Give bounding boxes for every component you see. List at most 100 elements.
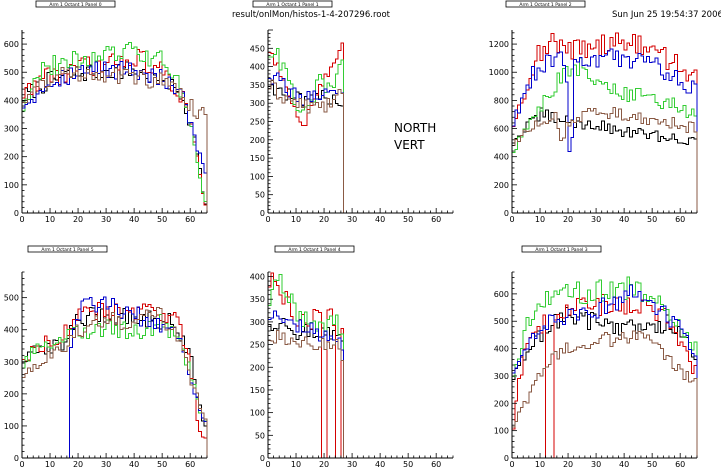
x-tick-label: 30: [101, 460, 111, 469]
y-tick-label: 600: [4, 40, 19, 49]
x-tick-label: 60: [185, 460, 195, 469]
y-tick-label: 300: [4, 125, 19, 134]
x-tick-label: 0: [265, 215, 270, 224]
series-line-blue: [511, 284, 698, 458]
histogram-panel: Arm 1 Octant 1 Panel 20 10 20 30 40 50 6002004…: [489, 0, 698, 224]
y-tick-label: 150: [250, 386, 265, 395]
series-line-red: [511, 32, 698, 213]
y-tick-label: 300: [494, 372, 509, 381]
y-tick-label: 250: [250, 118, 265, 127]
x-tick-label: 20: [563, 215, 573, 224]
x-tick-label: 10: [535, 460, 545, 469]
y-tick-label: 600: [494, 125, 509, 134]
panel-title-box: [521, 245, 602, 253]
x-tick-label: 60: [675, 215, 685, 224]
x-tick-label: 40: [619, 215, 629, 224]
y-tick-label: 1200: [489, 40, 509, 49]
x-tick-label: 50: [403, 215, 413, 224]
y-tick-label: 100: [494, 427, 509, 436]
x-tick-label: 60: [185, 215, 195, 224]
file-path-label: result/onlMon/histos-1-4-207296.root: [232, 10, 390, 20]
x-tick-label: 50: [647, 215, 657, 224]
y-tick-label: 150: [250, 154, 265, 163]
y-tick-label: 500: [494, 317, 509, 326]
y-tick-label: 800: [494, 96, 509, 105]
x-tick-label: 50: [157, 460, 167, 469]
x-tick-label: 0: [19, 460, 24, 469]
panel-title-box: [505, 0, 586, 8]
x-tick-label: 20: [73, 460, 83, 469]
y-tick-label: 100: [4, 422, 19, 431]
x-tick-label: 60: [431, 215, 441, 224]
x-tick-label: 10: [45, 460, 55, 469]
y-tick-label: 400: [250, 273, 265, 282]
y-tick-label: 1000: [489, 68, 509, 77]
series-line-brown: [21, 307, 208, 458]
x-tick-label: 20: [319, 215, 329, 224]
north-label: NORTH: [394, 121, 437, 135]
y-tick-label: 0: [260, 209, 265, 218]
series-line-brown: [21, 65, 208, 213]
panel-title-box: [35, 0, 116, 8]
x-tick-label: 40: [375, 460, 385, 469]
histogram-panel: Arm 1 Octant 1 Panel 30 10 20 30 40 50 6001002…: [494, 245, 698, 469]
y-tick-label: 100: [250, 172, 265, 181]
x-tick-label: 40: [619, 460, 629, 469]
series-line-blue: [22, 296, 208, 459]
x-tick-label: 10: [535, 215, 545, 224]
panel-title: Arm 1 Octant 1 Panel 0: [49, 2, 101, 8]
y-tick-label: 100: [4, 181, 19, 190]
panel-title-box: [27, 245, 108, 253]
x-tick-label: 30: [101, 215, 111, 224]
y-tick-label: 450: [250, 44, 265, 53]
y-tick-label: 350: [250, 295, 265, 304]
y-tick-label: 400: [250, 63, 265, 72]
x-tick-label: 20: [73, 215, 83, 224]
y-tick-label: 0: [260, 454, 265, 463]
series-line-green: [267, 47, 345, 213]
vert-label: VERT: [394, 138, 425, 152]
y-tick-label: 200: [494, 181, 509, 190]
series-line-green: [21, 41, 208, 213]
y-tick-label: 200: [250, 136, 265, 145]
x-tick-label: 10: [291, 215, 301, 224]
x-tick-label: 50: [403, 460, 413, 469]
x-tick-label: 30: [591, 215, 601, 224]
y-tick-label: 350: [250, 81, 265, 90]
series-line-blue: [267, 310, 345, 458]
panel-title: Arm 1 Octant 1 Panel 4: [288, 247, 340, 253]
panel-title-box: [274, 245, 355, 253]
x-tick-label: 40: [129, 460, 139, 469]
y-tick-label: 100: [250, 409, 265, 418]
series-line-brown: [267, 329, 345, 458]
x-tick-label: 10: [45, 215, 55, 224]
series-line-brown: [511, 107, 698, 213]
x-tick-label: 30: [591, 460, 601, 469]
x-tick-label: 60: [431, 460, 441, 469]
y-tick-label: 400: [494, 345, 509, 354]
series-line-blue: [511, 48, 698, 213]
series-line-brown: [511, 330, 698, 458]
y-tick-label: 300: [4, 358, 19, 367]
x-tick-label: 50: [157, 215, 167, 224]
y-tick-label: 50: [255, 191, 265, 200]
y-tick-label: 300: [250, 99, 265, 108]
series-line-green: [267, 274, 345, 458]
y-tick-label: 400: [4, 96, 19, 105]
series-line-red: [267, 272, 345, 459]
x-tick-label: 0: [509, 460, 514, 469]
y-tick-label: 200: [250, 363, 265, 372]
panel-title: Arm 1 Octant 1 Panel 5: [41, 247, 93, 253]
x-tick-label: 0: [265, 460, 270, 469]
x-tick-label: 60: [675, 460, 685, 469]
y-tick-label: 0: [14, 454, 19, 463]
y-tick-label: 250: [250, 341, 265, 350]
panel-title: Arm 1 Octant 1 Panel 3: [535, 247, 587, 253]
x-tick-label: 50: [647, 460, 657, 469]
y-tick-label: 200: [494, 399, 509, 408]
histogram-panel: Arm 1 Octant 1 Panel 4 0 10 20 30 40 50 60 0 50 10…: [250, 245, 454, 469]
y-tick-label: 400: [494, 153, 509, 162]
y-tick-label: 200: [4, 153, 19, 162]
